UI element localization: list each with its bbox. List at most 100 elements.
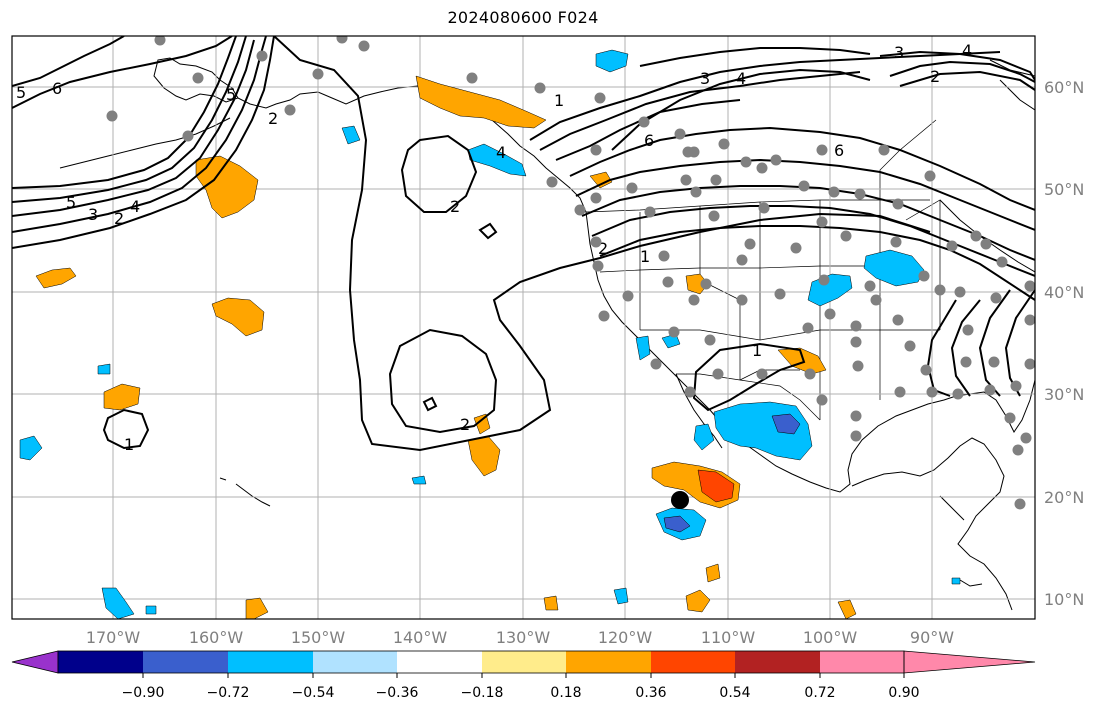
contour-label: 2 (930, 67, 940, 86)
anomaly-negative (19, 435, 43, 461)
colorbar-tick-label: 0.90 (888, 685, 919, 701)
contour-label: 2 (460, 415, 470, 434)
anomaly-negative (595, 49, 629, 73)
colorbar: −0.90 −0.72 −0.54 −0.36 −0.18 0.18 0.36 … (11, 650, 1036, 701)
lat-tick-label: 60°N (1044, 78, 1084, 97)
colorbar-tick-label: −0.72 (207, 685, 250, 701)
colorbar-tick-label: 0.72 (804, 685, 835, 701)
colorbar-segment (397, 651, 483, 673)
anomaly-positive (211, 297, 265, 337)
shaded-anomalies (19, 49, 961, 619)
lat-tick-label: 40°N (1044, 283, 1084, 302)
colorbar-tick-label: 0.36 (635, 685, 666, 701)
colorbar-segment (143, 651, 229, 673)
contour-label: 1 (124, 435, 134, 454)
colorbar-tick-label: 0.18 (550, 685, 581, 701)
anomaly-negative (693, 423, 715, 451)
storm-center-marker (671, 491, 689, 509)
contour-label: 1 (554, 91, 564, 110)
anomaly-negative (951, 577, 961, 585)
colorbar-tick-label: −0.54 (292, 685, 335, 701)
anomaly-negative (101, 587, 135, 619)
colorbar-segment (651, 651, 737, 673)
contour-label: 1 (752, 341, 762, 360)
lon-tick-label: 160°W (189, 628, 244, 647)
lon-tick-label: 130°W (496, 628, 551, 647)
contour-label: 3 (700, 69, 710, 88)
contour-label: 4 (496, 143, 506, 162)
anomaly-positive (589, 171, 613, 189)
lon-tick-label: 170°W (86, 628, 141, 647)
contour-label: 4 (962, 41, 972, 60)
lat-tick-label: 30°N (1044, 385, 1084, 404)
lat-tick-label: 10°N (1044, 590, 1084, 609)
contour-label: 6 (644, 131, 654, 150)
anomaly-positive (195, 155, 259, 219)
contour-lines (12, 36, 1035, 452)
colorbar-segment (228, 651, 314, 673)
contour-label: 5 (16, 83, 26, 102)
anomaly-positive (543, 595, 559, 611)
contour-label: 4 (736, 69, 746, 88)
contour-label: 2 (450, 197, 460, 216)
contour-label: 2 (114, 209, 124, 228)
contour-label: 5 (226, 85, 236, 104)
contour-label: 4 (130, 197, 140, 216)
map-frame (11, 35, 1036, 620)
anomaly-positive (103, 383, 141, 411)
coastlines (59, 57, 1035, 611)
contour-label: 5 (66, 193, 76, 212)
longitude-ticks: 170°W 160°W 150°W 140°W 130°W 120°W 110°… (86, 628, 954, 647)
lon-tick-label: 120°W (598, 628, 653, 647)
colorbar-segment (482, 651, 568, 673)
latitude-ticks: 60°N 50°N 40°N 30°N 20°N 10°N (1044, 78, 1084, 609)
lon-tick-label: 110°W (701, 628, 756, 647)
contour-labels: 5 6 5 4 3 2 1 2 2 2 1 1 1 2 3 4 6 3 4 2 … (16, 41, 972, 454)
anomaly-strong-negative (663, 515, 691, 533)
anomaly-positive (473, 413, 491, 435)
anomaly-negative (341, 125, 361, 145)
colorbar-segment (820, 651, 905, 673)
anomaly-negative (635, 335, 651, 361)
anomaly-positive (35, 267, 77, 289)
anomaly-positive (467, 435, 501, 477)
anomaly-positive (837, 599, 857, 619)
anomaly-positive (415, 75, 547, 129)
anomaly-positive (705, 563, 721, 583)
station-markers (106, 36, 1035, 510)
colorbar-segment (735, 651, 821, 673)
anomaly-positive (245, 597, 269, 619)
lon-tick-label: 100°W (803, 628, 858, 647)
lat-tick-label: 20°N (1044, 488, 1084, 507)
anomaly-strong-positive (697, 469, 735, 503)
anomaly-strong-negative (771, 413, 801, 435)
contour-label: 2 (268, 109, 278, 128)
colorbar-tick-label: −0.36 (376, 685, 419, 701)
colorbar-extend-low (11, 650, 59, 674)
contour-label: 2 (598, 239, 608, 258)
map-title: 2024080600 F024 (447, 8, 599, 27)
anomaly-negative (467, 143, 527, 177)
contour-label: 6 (52, 79, 62, 98)
lon-tick-label: 140°W (393, 628, 448, 647)
anomaly-negative (807, 273, 853, 307)
anomaly-positive (685, 589, 711, 613)
anomaly-negative (97, 363, 111, 375)
anomaly-negative (713, 401, 813, 461)
anomaly-negative (411, 475, 427, 485)
graticule (12, 36, 1035, 619)
colorbar-tick-label: −0.90 (122, 685, 165, 701)
colorbar-extend-high (903, 650, 1036, 674)
lat-tick-label: 50°N (1044, 180, 1084, 199)
anomaly-negative (145, 605, 157, 615)
colorbar-segment (566, 651, 652, 673)
lon-tick-label: 150°W (291, 628, 346, 647)
contour-label: 1 (640, 247, 650, 266)
anomaly-negative (863, 249, 925, 287)
colorbar-tick-label: −0.18 (461, 685, 504, 701)
anomaly-negative (613, 587, 629, 605)
colorbar-segment (313, 651, 399, 673)
contour-label: 6 (834, 141, 844, 160)
contour-label: 3 (894, 43, 904, 62)
